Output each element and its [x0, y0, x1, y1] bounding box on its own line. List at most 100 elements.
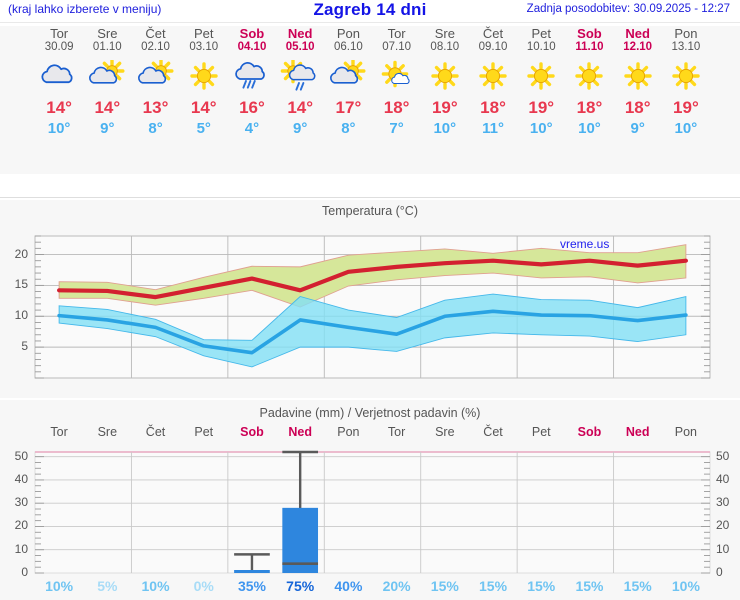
precip-bar-5[interactable]	[282, 507, 319, 573]
day-date: 30.09	[44, 41, 74, 53]
day-column-30.09[interactable]: Tor 30.09 14° 10°	[35, 26, 83, 139]
temperature-chart: Temperatura (°C) vreme.us	[0, 200, 740, 398]
day-column-01.10[interactable]: Sre 01.10 14° 9°	[83, 26, 131, 139]
temperature-max: 14°	[190, 98, 217, 117]
sunny-icon	[469, 57, 517, 97]
day-name: Sob	[577, 26, 602, 41]
temperature-max: 18°	[383, 98, 410, 117]
day-date: 02.10	[141, 41, 170, 53]
precip-probability-10: 15%	[527, 578, 556, 594]
precip-axis-right-30: 30	[716, 495, 730, 510]
day-date: 08.10	[430, 41, 460, 53]
precip-plot-frame	[34, 451, 711, 574]
day-name: Čet	[145, 26, 166, 41]
temperature-max: 19°	[673, 98, 699, 117]
day-column-06.10[interactable]: Pon 06.10 17° 8°	[324, 26, 372, 139]
day-name: Sre	[434, 26, 455, 41]
day-date: 13.10	[671, 41, 701, 53]
day-column-08.10[interactable]: Sre 08.10 19° 10°	[421, 26, 469, 139]
day-name: Tor	[387, 26, 406, 41]
precip-axis-left-10: 10	[14, 541, 28, 556]
precip-probability-4: 35%	[237, 578, 266, 594]
precipitation-chart: Padavine (mm) / Verjetnost padavin (%)	[0, 400, 740, 600]
temperature-min: 10°	[674, 120, 698, 137]
temperature-min: 10°	[529, 120, 553, 137]
precip-bar-4[interactable]	[234, 570, 270, 573]
day-date: 07.10	[382, 41, 411, 53]
partly-sunny-icon	[83, 57, 131, 97]
precip-probability-12: 15%	[623, 578, 652, 594]
day-name: Pon	[674, 26, 698, 41]
temperature-min-line	[57, 309, 688, 355]
day-column-12.10[interactable]: Ned 12.10 18° 9°	[614, 26, 662, 139]
day-date: 03.10	[189, 41, 219, 53]
sunny-icon	[614, 57, 662, 97]
day-date: 09.10	[478, 41, 508, 53]
day-column-10.10[interactable]: Pet 10.10 19° 10°	[517, 26, 565, 139]
day-date: 06.10	[334, 41, 363, 53]
precip-probability-9: 15%	[479, 578, 508, 594]
temperature-min: 10°	[47, 120, 71, 137]
sunny-icon	[421, 57, 469, 97]
precip-probability-2: 10%	[141, 578, 170, 594]
day-name: Čet	[482, 26, 504, 41]
page-header: (kraj lahko izberete v meniju) Zagreb 14…	[0, 0, 740, 22]
day-column-13.10[interactable]: Pon 13.10 19° 10°	[662, 26, 710, 139]
day-column-05.10[interactable]: Ned 05.10 14° 9°	[276, 26, 324, 139]
precip-day-label-12: Ned	[625, 425, 650, 439]
day-name: Sre	[97, 26, 118, 41]
day-column-11.10[interactable]: Sob 11.10 18° 10°	[565, 26, 613, 139]
precip-probability-1: 5%	[97, 578, 118, 594]
precip-axis-left-30: 30	[14, 495, 28, 510]
precip-probability-5: 75%	[286, 578, 315, 594]
day-column-03.10[interactable]: Pet 03.10 14° 5°	[180, 26, 228, 139]
temperature-max: 19°	[431, 98, 458, 117]
day-name: Ned	[625, 26, 650, 41]
precip-axis-left-20: 20	[14, 518, 28, 533]
temperature-plot	[34, 235, 711, 379]
precip-day-label-3: Pet	[194, 425, 214, 439]
temperature-max-band	[58, 244, 687, 308]
precip-day-label-5: Ned	[288, 425, 312, 439]
day-column-07.10[interactable]: Tor 07.10 18° 7°	[373, 26, 421, 139]
precipitation-plot	[34, 450, 711, 574]
temperature-max: 14°	[287, 98, 314, 117]
sun-rain-icon	[276, 57, 324, 97]
temperature-min: 4°	[244, 120, 260, 137]
precip-day-label-9: Čet	[483, 425, 503, 439]
sunny-icon	[565, 57, 613, 97]
location-note: (kraj lahko izberete v meniju)	[8, 2, 162, 16]
precip-axis-left-50: 50	[14, 448, 28, 463]
temperature-min: 11°	[482, 120, 504, 137]
day-column-04.10[interactable]: Sob 04.10 16° 4°	[228, 26, 276, 139]
temp-axis-label-20: 20	[14, 246, 28, 261]
day-date: 10.10	[526, 41, 556, 53]
precip-day-label-6: Pon	[337, 425, 360, 439]
temp-axis-label-5: 5	[21, 339, 28, 354]
precip-day-label-1: Sre	[97, 425, 118, 439]
precip-axis-left-0: 0	[21, 565, 28, 579]
precip-probability-11: 15%	[575, 578, 604, 594]
day-name: Pet	[193, 26, 214, 41]
page-title: Zagreb 14 dni	[313, 0, 427, 19]
watermark-label: vreme.us	[560, 237, 610, 251]
day-column-02.10[interactable]: Čet 02.10 13° 8°	[132, 26, 180, 139]
precip-day-label-0: Tor	[50, 425, 68, 439]
temperature-max: 18°	[624, 98, 651, 117]
day-column-09.10[interactable]: Čet 09.10 18° 11°	[469, 26, 517, 139]
temperature-max: 13°	[142, 98, 169, 117]
temp-axis-label-10: 10	[14, 308, 28, 323]
temp-axis-label-15: 15	[14, 277, 28, 292]
precip-probability-13: 10%	[671, 578, 700, 594]
temperature-min: 8°	[341, 120, 356, 137]
temperature-min: 9°	[630, 120, 645, 137]
partly-sunny-icon	[132, 57, 180, 97]
precip-day-label-13: Pon	[674, 425, 698, 439]
temperature-max: 17°	[335, 98, 362, 117]
strip-divider	[0, 197, 740, 198]
precip-axis-right-40: 40	[716, 471, 730, 486]
precip-day-label-4: Sob	[240, 425, 264, 439]
day-date: 01.10	[92, 41, 122, 53]
temperature-max: 19°	[528, 98, 555, 117]
